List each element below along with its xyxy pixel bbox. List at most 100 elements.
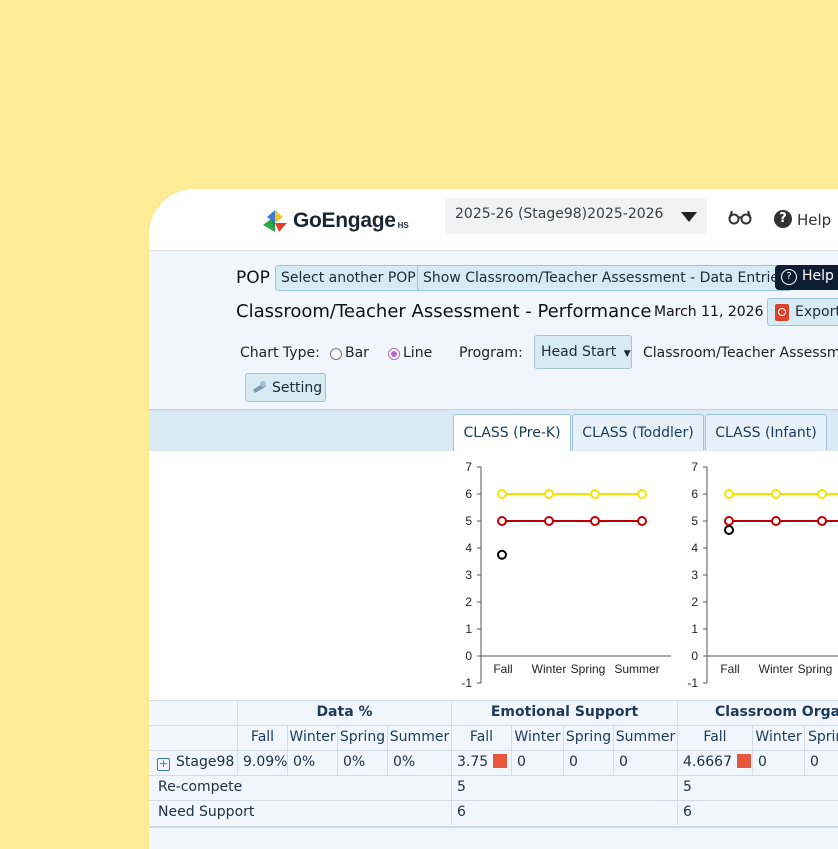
organization-fall-value: 4.6667	[683, 754, 732, 770]
setting-button[interactable]: Setting	[245, 373, 326, 402]
year-select-value: 2025-26 (Stage98)2025-2026	[455, 206, 664, 222]
season-header: Winter	[511, 726, 563, 750]
series-point	[590, 516, 600, 526]
help-link[interactable]: Help	[797, 211, 832, 229]
series-point	[637, 489, 647, 499]
page-title: Classroom/Teacher Assessment - Performan…	[236, 301, 652, 322]
wrench-icon	[253, 381, 266, 393]
x-tick-label: Fall	[493, 662, 512, 676]
y-tick-label: 4	[465, 541, 472, 555]
season-header: Spring	[804, 726, 838, 750]
chart-pre-k: -1 0 1 2 3 4 5 6 7 Fall Winter Spring Summer	[461, 460, 671, 690]
organization-cell: 0	[804, 751, 838, 775]
table-row-stage98: + Stage98 9.09% 0% 0% 0% 3.75 0 0 0 4.666…	[149, 750, 838, 775]
glasses-icon[interactable]	[728, 209, 752, 225]
table-row-need-support: Need Support 6 6	[149, 800, 838, 825]
line-radio-label[interactable]: Line	[403, 345, 433, 361]
pdf-icon	[775, 304, 789, 321]
series-point	[544, 516, 554, 526]
logo-sub: HS	[397, 220, 409, 230]
season-header: Winter	[287, 726, 337, 750]
help-circle-icon: ?	[781, 269, 797, 285]
help-circle-icon[interactable]: ?	[774, 210, 792, 228]
caret-down-icon: ▼	[623, 349, 631, 359]
select-pop-button[interactable]: Select another POP	[275, 265, 422, 291]
tab-class-infant[interactable]: CLASS (Infant)	[705, 414, 827, 450]
y-tick-label: 7	[465, 460, 472, 474]
data-pct-cell: 0%	[387, 751, 451, 775]
table-season-header-row: Fall Winter Spring Summer Fall Winter Sp…	[149, 725, 838, 750]
stage-name-cell[interactable]: + Stage98	[149, 751, 237, 775]
season-header: Fall	[237, 726, 287, 750]
series-point	[771, 489, 781, 499]
chart-region	[149, 451, 838, 700]
series-point	[497, 516, 507, 526]
export-label: Export	[795, 304, 838, 320]
tab-class-toddler[interactable]: CLASS (Toddler)	[572, 414, 704, 450]
program-select[interactable]: Head Start ▼	[534, 335, 632, 369]
bar-radio-label[interactable]: Bar	[345, 345, 369, 361]
below-indicator-icon	[737, 754, 751, 768]
report-date: March 11, 2026	[654, 304, 764, 320]
series-point	[817, 489, 827, 499]
bar-radio[interactable]	[330, 348, 342, 360]
recompete-organization: 5	[677, 776, 838, 800]
program-label: Program:	[459, 345, 523, 361]
emotional-fall-value: 3.75	[457, 754, 489, 770]
organization-cell: 0	[752, 751, 804, 775]
season-header: Spring	[563, 726, 613, 750]
need-support-organization: 6	[677, 801, 838, 825]
setting-label: Setting	[272, 380, 323, 396]
x-tick-label: Fall	[720, 662, 739, 676]
recompete-emotional: 5	[451, 776, 677, 800]
emotional-cell: 0	[511, 751, 563, 775]
series-point	[544, 489, 554, 499]
table-row-recompete: Re-compete 5 5	[149, 775, 838, 800]
series-point	[724, 524, 734, 535]
year-select[interactable]: 2025-26 (Stage98)2025-2026	[445, 198, 707, 234]
organization-fall-cell: 4.6667	[677, 751, 752, 775]
program-select-value: Head Start	[541, 344, 617, 360]
app-window: GoEngage HS 2025-26 (Stage98)2025-2026 ?…	[149, 189, 838, 849]
y-tick-label: 6	[691, 487, 698, 501]
y-tick-label: 5	[691, 514, 698, 528]
help-button[interactable]: ? Help	[775, 265, 838, 290]
expand-plus-icon[interactable]: +	[157, 757, 170, 771]
line-radio[interactable]	[388, 348, 400, 360]
data-pct-cell: 0%	[337, 751, 387, 775]
series-point	[724, 516, 734, 526]
goengage-logo[interactable]: GoEngage HS	[261, 207, 409, 235]
tab-class-pre-k[interactable]: CLASS (Pre-K)	[453, 414, 571, 451]
y-tick-label: 2	[691, 595, 698, 609]
data-pct-cell: 0%	[287, 751, 337, 775]
y-tick-label: 5	[465, 514, 472, 528]
emotional-fall-cell: 3.75	[451, 751, 511, 775]
recompete-label: Re-compete	[158, 779, 243, 795]
x-tick-label: Spring	[571, 662, 606, 676]
group-header-data-pct: Data %	[316, 704, 373, 720]
logo-mark-icon	[263, 210, 287, 232]
export-button[interactable]: Export	[767, 298, 838, 326]
series-point	[497, 489, 507, 499]
group-header-cell: Data %	[237, 701, 451, 725]
group-header-cell: Emotional Support	[451, 701, 677, 725]
need-support-emotional: 6	[451, 801, 677, 825]
emotional-cell: 0	[563, 751, 613, 775]
season-header: Summer	[387, 726, 451, 750]
series-point	[724, 489, 734, 499]
y-tick-label: 1	[691, 622, 698, 636]
y-tick-label: 2	[465, 595, 472, 609]
series-point	[817, 516, 827, 526]
season-header: Fall	[677, 726, 752, 750]
chevron-down-icon	[681, 212, 697, 222]
y-tick-label: 6	[465, 487, 472, 501]
show-entries-button[interactable]: Show Classroom/Teacher Assessment - Data…	[417, 265, 793, 291]
series-point	[771, 516, 781, 526]
season-header: Winter	[752, 726, 804, 750]
season-header: Fall	[451, 726, 511, 750]
group-header-organization: Classroom Organi	[715, 704, 838, 720]
logo-text: GoEngage	[293, 209, 396, 232]
y-tick-label: 0	[691, 649, 698, 663]
table-group-header-row: Data % Emotional Support Classroom Organ…	[149, 700, 838, 725]
